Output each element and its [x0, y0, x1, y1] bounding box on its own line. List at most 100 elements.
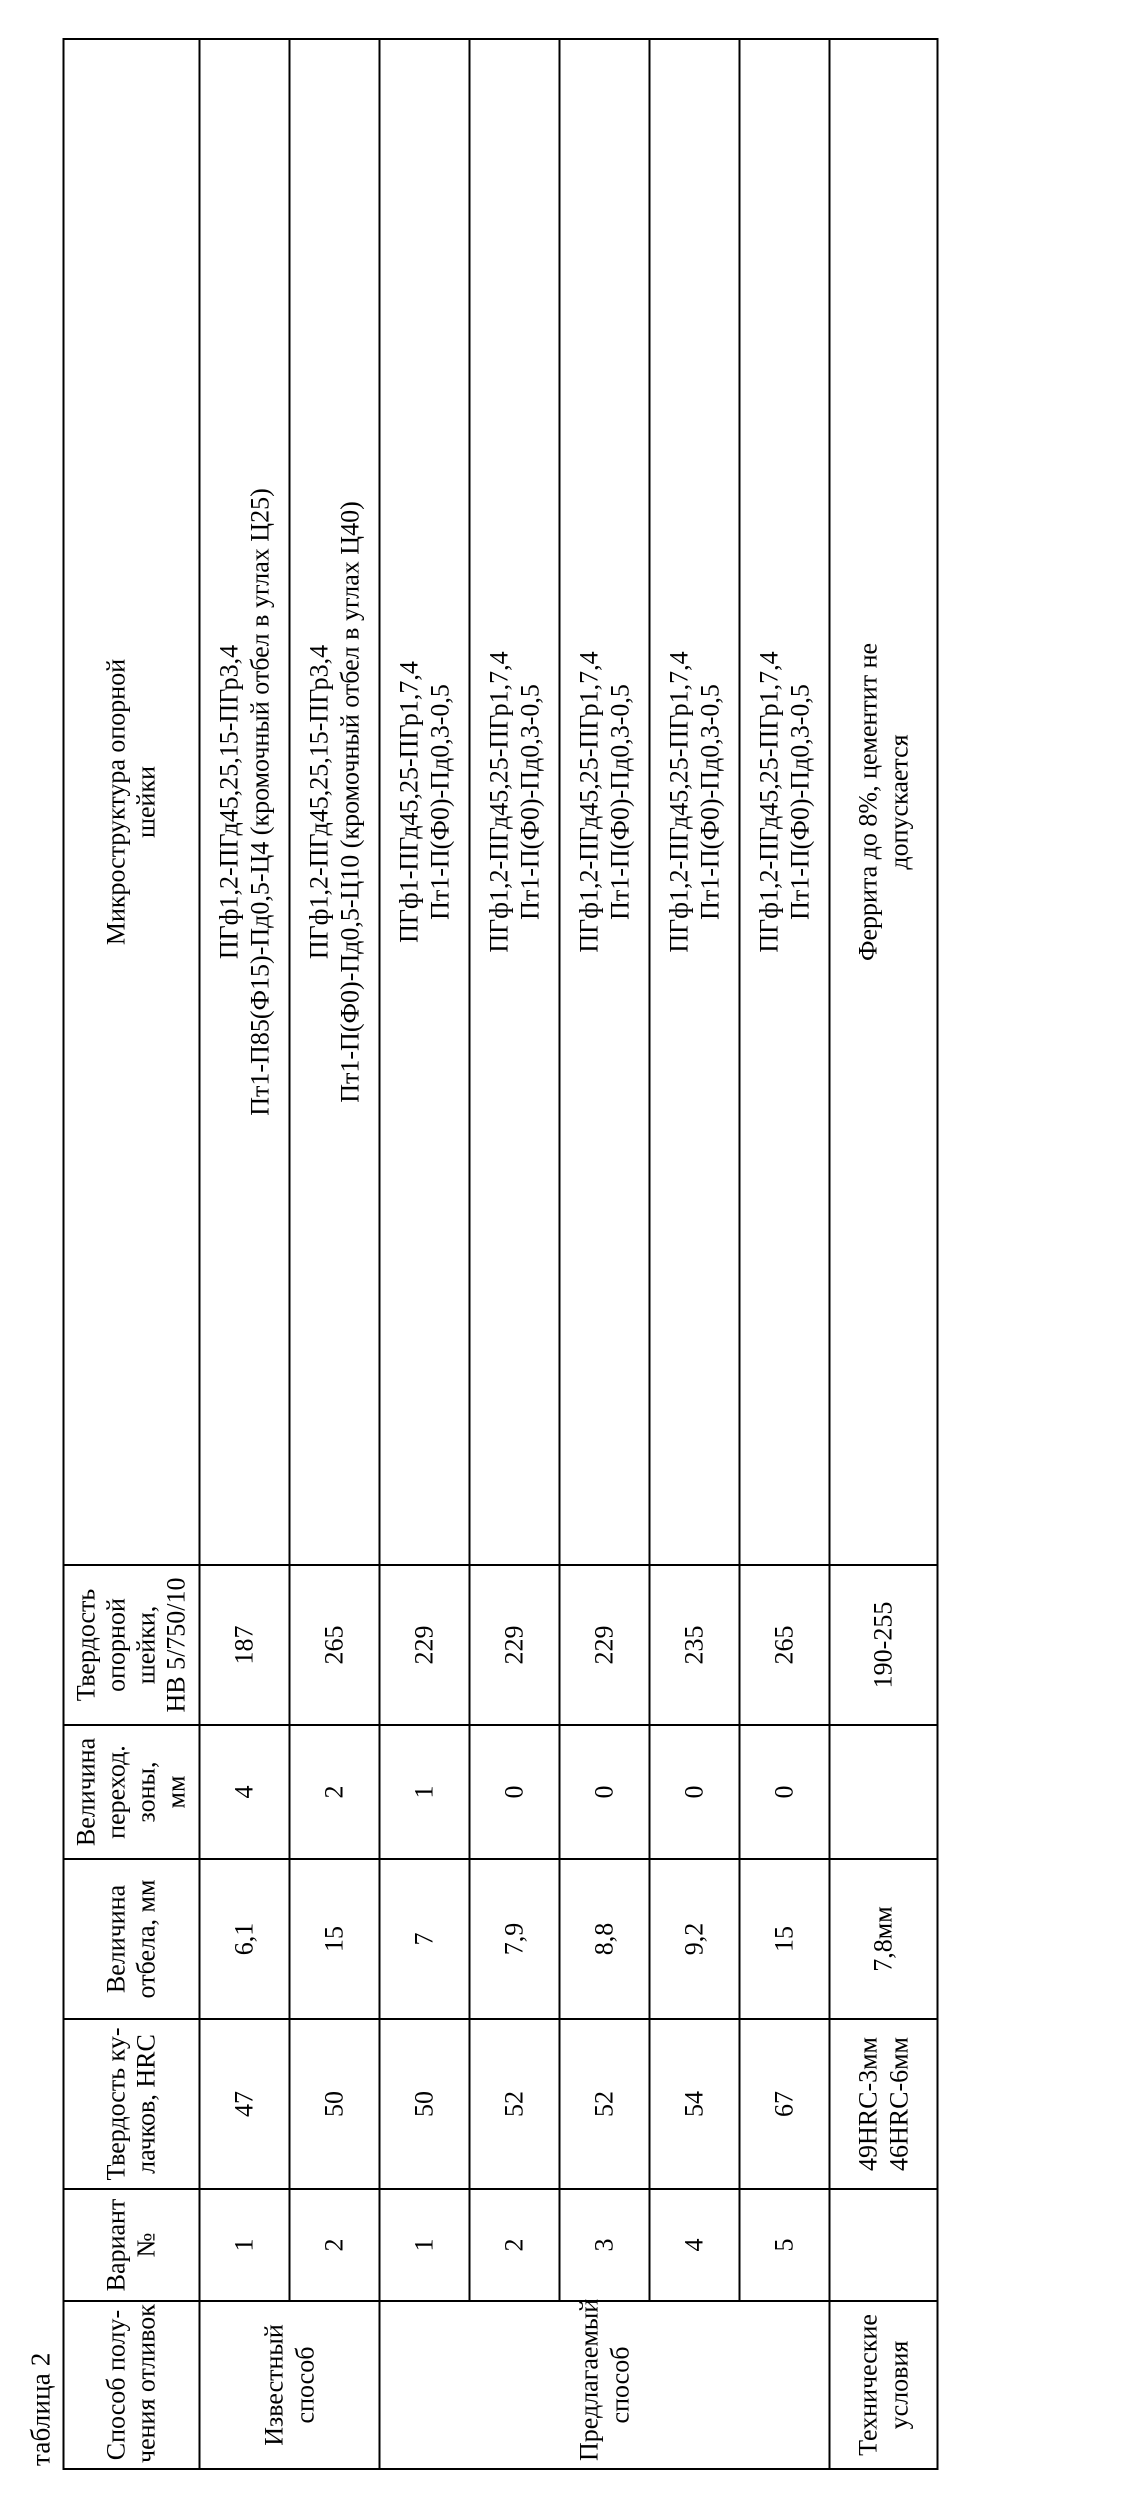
micro-line-1: ПГф1,2-ПГд45,25,15-ПГр3,4 — [303, 47, 334, 1557]
col-header-hb-line1: Твердость — [71, 1571, 101, 1719]
col-header-method-line1: Способ полу- — [101, 2307, 131, 2463]
micro-line-2: Пт1-П(Ф0)-Пд0,3-0,5 — [424, 47, 455, 1557]
col-header-hardness-cams: Твердость ку- лачков, HRC — [63, 2019, 200, 2189]
micro-line-1: ПГф1,2-ПГд45,25-ПГр1,7,4 — [483, 47, 514, 1557]
cell-hb: 265 — [289, 1565, 379, 1725]
document-page: таблица 2 Способ полу- чения отливок — [0, 0, 1133, 2500]
micro-line-1: ПГф1,2-ПГд45,25-ПГр1,7,4 — [753, 47, 784, 1557]
cell-hb: 235 — [649, 1565, 739, 1725]
cell-microstructure: ПГф1,2-ПГд45,25-ПГр1,7,4 Пт1-П(Ф0)-Пд0,3… — [559, 39, 649, 1565]
micro-line-1: ПГф1,2-ПГд45,25-ПГр1,7,4 — [663, 47, 694, 1557]
cell-chill: 8,8 — [559, 1859, 649, 2019]
col-header-microstructure: Микроструктура опорной шейки — [63, 39, 200, 1565]
col-header-hb-line3: шейки, — [131, 1571, 161, 1719]
cell-microstructure: ПГф1-ПГд45,25-ПГр1,7,4 Пт1-П(Ф0)-Пд0,3-0… — [379, 39, 469, 1565]
spec-hrc-line2: 46HRC-6мм — [883, 2027, 914, 2181]
cell-variant: 4 — [649, 2189, 739, 2301]
cell-hrc-spec: 49HRC-3мм 46HRC-6мм — [829, 2019, 937, 2189]
group-label-line1: Предлагаемый — [573, 2309, 604, 2461]
cell-microstructure: ПГф1,2-ПГд45,25,15-ПГр3,4 Пт1-П(Ф0)-Пд0,… — [289, 39, 379, 1565]
micro-line-1: ПГф1,2-ПГд45,25-ПГр1,7,4 — [573, 47, 604, 1557]
micro-line-1: ПГф1-ПГд45,25-ПГр1,7,4 — [393, 47, 424, 1557]
col-header-variant: Вариант № — [63, 2189, 200, 2301]
table-row: 3 52 8,8 0 229 ПГф1,2-ПГд45,25-ПГр1,7,4 … — [559, 39, 649, 2469]
col-header-chill-depth: Величина отбела, мм — [63, 1859, 200, 2019]
col-header-method: Способ полу- чения отливок — [63, 2301, 200, 2469]
micro-line-2: Пт1-П(Ф0)-Пд0,3-0,5 — [694, 47, 725, 1557]
group-label-line1: Известный — [258, 2309, 289, 2461]
cell-hb: 229 — [559, 1565, 649, 1725]
cell-variant: 2 — [289, 2189, 379, 2301]
cell-microstructure-spec: Феррита до 8%, цементит не допускается — [829, 39, 937, 1565]
micro-line-2: Пт1-П(Ф0)-Пд0,3-0,5 — [784, 47, 815, 1557]
micro-line-2: Пт1-П(Ф0)-Пд0,3-0,5 — [604, 47, 635, 1557]
spec-label-line1: Технические — [852, 2309, 883, 2461]
cell-zone-spec — [829, 1725, 937, 1859]
group-label-known-method: Известный способ — [199, 2301, 379, 2469]
cell-variant: 1 — [199, 2189, 289, 2301]
cell-variant: 1 — [379, 2189, 469, 2301]
table-body: Известный способ 1 47 6,1 4 187 ПГф1,2-П… — [199, 39, 937, 2469]
cell-chill: 7,9 — [469, 1859, 559, 2019]
cell-zone: 0 — [649, 1725, 739, 1859]
cell-chill: 6,1 — [199, 1859, 289, 2019]
cell-hrc: 52 — [559, 2019, 649, 2189]
cell-microstructure: ПГф1,2-ПГд45,25-ПГр1,7,4 Пт1-П(Ф0)-Пд0,3… — [739, 39, 829, 1565]
col-header-chill-line1: Величина — [101, 1865, 131, 2013]
cell-variant — [829, 2189, 937, 2301]
col-header-hrc-line2: лачков, HRC — [131, 2025, 161, 2183]
spec-micro-line1: Феррита до 8%, цементит не — [852, 47, 883, 1557]
cell-chill-spec: 7,8мм — [829, 1859, 937, 2019]
cell-hrc: 52 — [469, 2019, 559, 2189]
cell-zone: 2 — [289, 1725, 379, 1859]
cell-zone: 4 — [199, 1725, 289, 1859]
cell-hb: 265 — [739, 1565, 829, 1725]
table-header: Способ полу- чения отливок Вариант № Тве… — [63, 39, 200, 2469]
cell-variant: 3 — [559, 2189, 649, 2301]
micro-line-2: Пт1-П85(Ф15)-Пд0,5-Ц4 (кромочный отбел в… — [244, 47, 275, 1557]
spec-micro-line2: допускается — [883, 47, 914, 1557]
table-row: 4 54 9,2 0 235 ПГф1,2-ПГд45,25-ПГр1,7,4 … — [649, 39, 739, 2469]
cell-hrc: 54 — [649, 2019, 739, 2189]
results-table: Способ полу- чения отливок Вариант № Тве… — [62, 38, 939, 2470]
spec-hrc-line1: 49HRC-3мм — [852, 2027, 883, 2181]
cell-zone: 0 — [739, 1725, 829, 1859]
col-header-hb-line4: НВ 5/750/10 — [161, 1571, 191, 1719]
col-header-zone-line1: Величина — [71, 1731, 101, 1853]
page-rotation-frame: таблица 2 Способ полу- чения отливок — [0, 0, 1133, 2500]
cell-hb: 229 — [379, 1565, 469, 1725]
col-header-micro-line1: Микроструктура опорной — [101, 45, 131, 1559]
table-caption: таблица 2 — [26, 34, 56, 2466]
col-header-hardness-journal: Твердость опорной шейки, НВ 5/750/10 — [63, 1565, 200, 1725]
micro-line-2: Пт1-П(Ф0)-Пд0,3-0,5 — [514, 47, 545, 1557]
col-header-method-line2: чения отливок — [131, 2307, 161, 2463]
cell-microstructure: ПГф1,2-ПГд45,25-ПГр1,7,4 Пт1-П(Ф0)-Пд0,3… — [469, 39, 559, 1565]
cell-chill: 15 — [739, 1859, 829, 2019]
col-header-hb-line2: опорной — [101, 1571, 131, 1719]
col-header-variant-line1: Вариант — [101, 2195, 131, 2295]
table-row: 5 67 15 0 265 ПГф1,2-ПГд45,25-ПГр1,7,4 П… — [739, 39, 829, 2469]
cell-hrc: 67 — [739, 2019, 829, 2189]
table-row: 2 52 7,9 0 229 ПГф1,2-ПГд45,25-ПГр1,7,4 … — [469, 39, 559, 2469]
table-row: Предлагаемый способ 1 50 7 1 229 ПГф1-ПГ… — [379, 39, 469, 2469]
cell-hrc: 50 — [289, 2019, 379, 2189]
col-header-chill-line2: отбела, мм — [131, 1865, 161, 2013]
micro-line-2: Пт1-П(Ф0)-Пд0,5-Ц10 (кромочный отбел в у… — [334, 47, 365, 1557]
col-header-zone-line2: переход. — [101, 1731, 131, 1853]
cell-zone: 0 — [469, 1725, 559, 1859]
col-header-zone-line3: зоны, — [131, 1731, 161, 1853]
col-header-micro-line2: шейки — [131, 45, 161, 1559]
cell-chill: 9,2 — [649, 1859, 739, 2019]
group-label-line2: способ — [289, 2309, 320, 2461]
cell-variant: 5 — [739, 2189, 829, 2301]
col-header-variant-line2: № — [131, 2195, 161, 2295]
table-row: 2 50 15 2 265 ПГф1,2-ПГд45,25,15-ПГр3,4 … — [289, 39, 379, 2469]
cell-hrc: 50 — [379, 2019, 469, 2189]
cell-zone: 1 — [379, 1725, 469, 1859]
cell-chill: 15 — [289, 1859, 379, 2019]
group-label-line2: способ — [604, 2309, 635, 2461]
cell-hrc: 47 — [199, 2019, 289, 2189]
row-label-technical-conditions: Технические условия — [829, 2301, 937, 2469]
col-header-hrc-line1: Твердость ку- — [101, 2025, 131, 2183]
table-row: Известный способ 1 47 6,1 4 187 ПГф1,2-П… — [199, 39, 289, 2469]
